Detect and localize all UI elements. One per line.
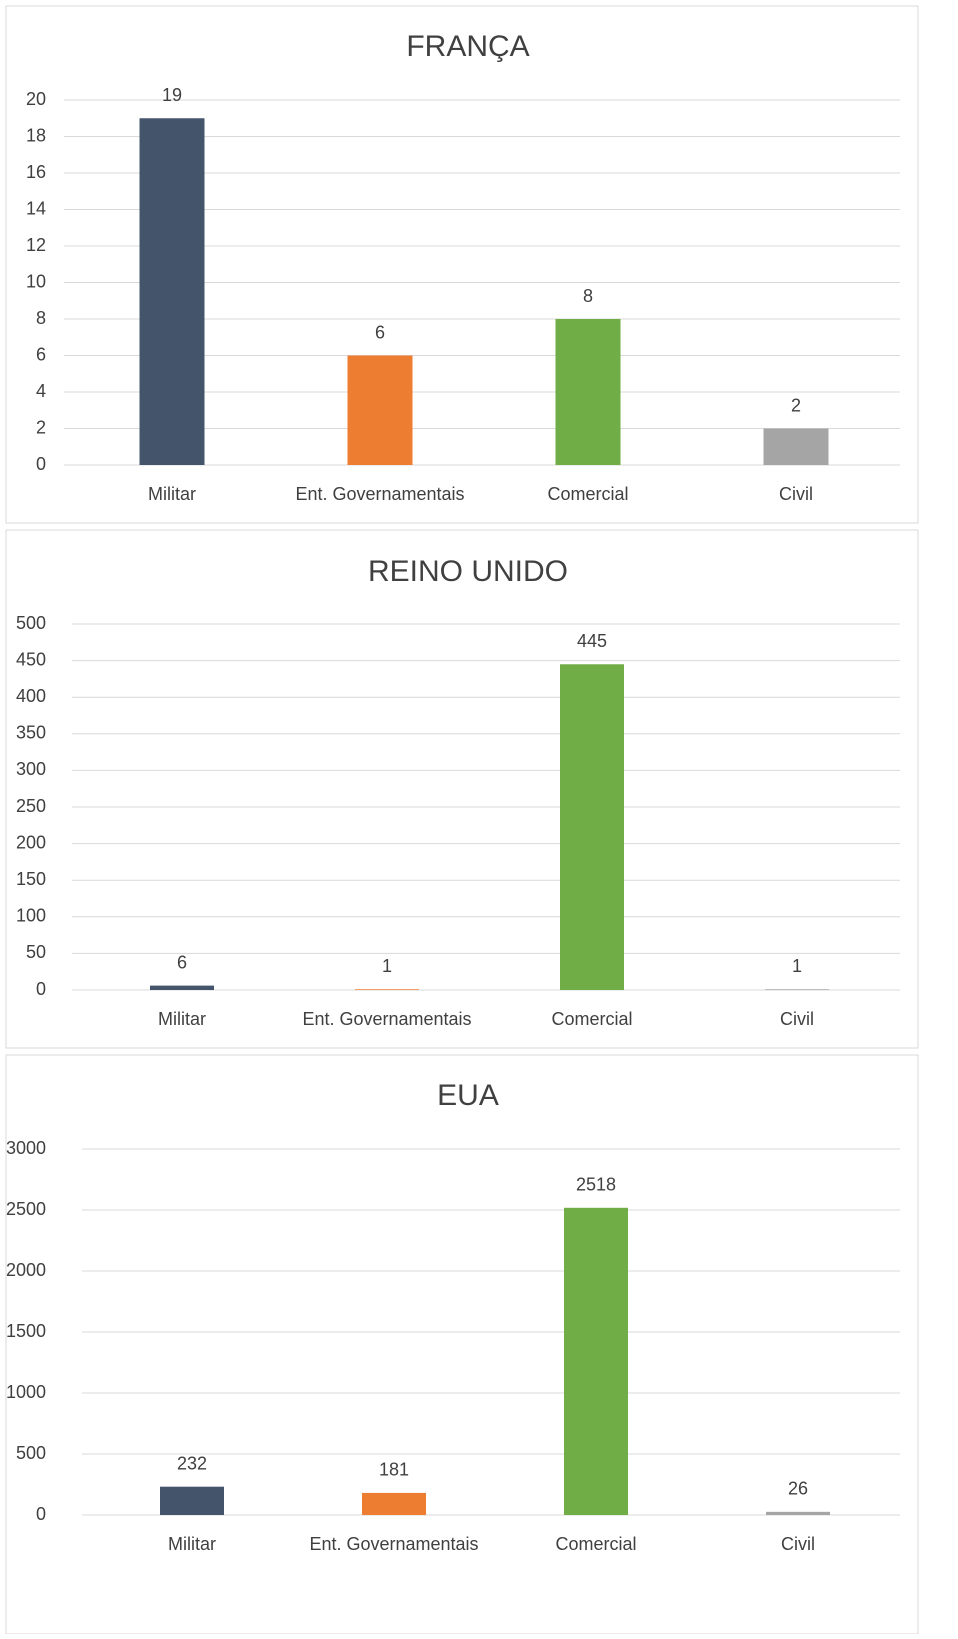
y-tick-label: 350	[16, 723, 46, 743]
bar	[150, 985, 214, 990]
data-label: 26	[788, 1479, 808, 1499]
data-label: 6	[177, 952, 187, 972]
y-tick-label: 2	[36, 417, 46, 437]
y-tick-label: 8	[36, 308, 46, 328]
y-tick-label: 3000	[6, 1138, 46, 1158]
bar	[560, 664, 624, 990]
bar	[347, 355, 413, 465]
bar	[766, 1511, 830, 1515]
y-tick-label: 1500	[6, 1321, 46, 1341]
y-tick-label: 18	[26, 125, 46, 145]
y-tick-label: 14	[26, 198, 46, 218]
y-tick-label: 1000	[6, 1382, 46, 1402]
bar	[765, 989, 829, 990]
bar	[763, 428, 829, 465]
x-tick-label: Ent. Governamentais	[295, 484, 464, 504]
chart-title: EUA	[437, 1079, 499, 1112]
y-tick-label: 6	[36, 344, 46, 364]
x-tick-label: Militar	[148, 484, 196, 504]
y-tick-label: 250	[16, 796, 46, 816]
y-tick-label: 0	[36, 979, 46, 999]
bar	[362, 1492, 426, 1515]
data-label: 2518	[576, 1175, 616, 1195]
y-tick-label: 450	[16, 649, 46, 669]
y-tick-label: 50	[26, 942, 46, 962]
y-tick-label: 2500	[6, 1199, 46, 1219]
data-label: 181	[379, 1460, 409, 1480]
bar	[355, 989, 419, 990]
bar	[139, 118, 205, 465]
y-tick-label: 4	[36, 381, 46, 401]
x-tick-label: Comercial	[547, 484, 628, 504]
chart-frame	[5, 5, 919, 524]
y-tick-label: 200	[16, 832, 46, 852]
x-tick-label: Comercial	[555, 1534, 636, 1554]
y-tick-label: 400	[16, 686, 46, 706]
x-tick-label: Ent. Governamentais	[302, 1009, 471, 1029]
chart-frame	[5, 529, 919, 1049]
y-tick-label: 16	[26, 162, 46, 182]
y-tick-label: 20	[26, 89, 46, 109]
y-tick-label: 500	[16, 1443, 46, 1463]
data-label: 6	[375, 322, 385, 342]
data-label: 19	[162, 85, 182, 105]
x-tick-label: Militar	[168, 1534, 216, 1554]
x-tick-label: Civil	[779, 484, 813, 504]
y-tick-label: 0	[36, 1504, 46, 1524]
data-label: 1	[792, 956, 802, 976]
data-label: 232	[177, 1453, 207, 1473]
x-tick-label: Ent. Governamentais	[309, 1534, 478, 1554]
y-tick-label: 500	[16, 613, 46, 633]
data-label: 445	[577, 631, 607, 651]
chart-title: REINO UNIDO	[368, 555, 568, 588]
y-tick-label: 2000	[6, 1260, 46, 1280]
data-label: 8	[583, 286, 593, 306]
chart-title: FRANÇA	[406, 30, 529, 63]
x-tick-label: Militar	[158, 1009, 206, 1029]
x-tick-label: Civil	[781, 1534, 815, 1554]
bar	[160, 1486, 224, 1515]
y-tick-label: 300	[16, 759, 46, 779]
data-label: 1	[382, 956, 392, 976]
bar	[564, 1207, 628, 1515]
y-tick-label: 0	[36, 454, 46, 474]
bar	[555, 319, 621, 465]
data-label: 2	[791, 395, 801, 415]
x-tick-label: Comercial	[551, 1009, 632, 1029]
y-tick-label: 12	[26, 235, 46, 255]
x-tick-label: Civil	[780, 1009, 814, 1029]
y-tick-label: 10	[26, 271, 46, 291]
y-tick-label: 100	[16, 906, 46, 926]
y-tick-label: 150	[16, 869, 46, 889]
